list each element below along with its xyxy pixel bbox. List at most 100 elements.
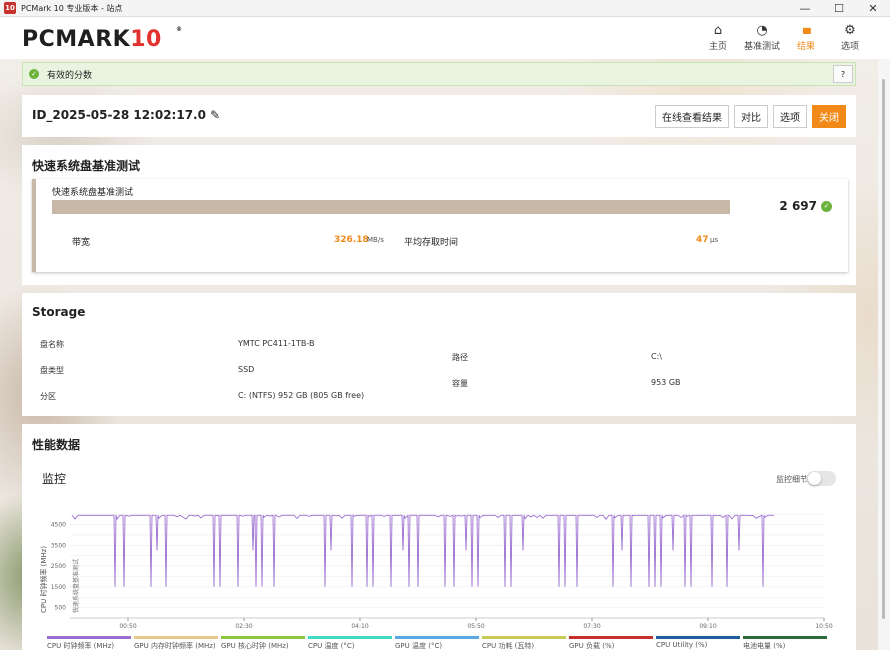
scrollbar[interactable]: [878, 59, 890, 650]
performance-section: 性能数据 监控 监控细节 4500 3500 2500 1500 500 00:50 02…: [22, 424, 856, 650]
test-name: 快速系统盘基准测试: [52, 188, 134, 198]
monitor-details-label: 监控细节: [776, 475, 808, 484]
gauge-icon: ◔: [756, 23, 768, 38]
valid-score-text: 有效的分数: [47, 70, 93, 81]
legend-label: GPU 内存时钟频率 (MHz): [134, 642, 216, 650]
drive-name-value: YMTC PC411-1TB-B: [238, 339, 315, 348]
legend-item[interactable]: CPU 功耗 (瓦特): [482, 636, 566, 650]
check-icon: ✓: [29, 69, 39, 79]
monitor-details-toggle[interactable]: [806, 471, 836, 486]
legend-label: 电池电量 (%): [743, 642, 786, 650]
legend-item[interactable]: GPU 内存时钟频率 (MHz): [134, 636, 218, 650]
section-title: 快速系统盘基准测试: [32, 159, 141, 173]
capacity-label: 容量: [452, 379, 468, 388]
legend-label: GPU 温度 (°C): [395, 642, 443, 650]
nav-results[interactable]: ▮▮▮ 结果: [786, 23, 826, 52]
x-tick-label: 02:30: [235, 623, 252, 628]
legend-swatch: [308, 636, 392, 639]
partition-value: C: (NTFS) 952 GB (805 GB free): [238, 391, 365, 400]
drive-type-label: 盘类型: [40, 366, 64, 375]
x-tick-label: 04:10: [351, 623, 368, 628]
legend-swatch: [482, 636, 566, 639]
app-header: PCMARK10 ® ⌂ 主页 ◔ 基准测试 ▮▮▮ 结果 ⚙ 选项: [0, 17, 890, 59]
bandwidth-unit: MB/s: [367, 236, 384, 244]
legend-item[interactable]: CPU 温度 (°C): [308, 636, 392, 650]
y-tick-label: 1500: [51, 584, 66, 591]
minimize-button[interactable]: —: [799, 2, 811, 15]
app-icon: 10: [4, 2, 16, 14]
legend-label: CPU 功耗 (瓦特): [482, 642, 535, 650]
x-tick-label: 05:50: [467, 623, 484, 628]
legend-label: GPU 负载 (%): [569, 642, 615, 650]
legend-item[interactable]: GPU 温度 (°C): [395, 636, 479, 650]
y-axis-label: CPU 时钟频率 (MHz): [39, 546, 48, 613]
x-tick-label: 09:10: [699, 623, 716, 628]
view-online-button[interactable]: 在线查看结果: [655, 105, 729, 128]
capacity-value: 953 GB: [651, 378, 681, 387]
path-value: C:\: [651, 352, 662, 361]
score: 2 697 ✓: [779, 199, 832, 213]
latency-unit: μs: [710, 236, 719, 244]
x-tick-label: 00:50: [119, 623, 136, 628]
options-button[interactable]: 选项: [773, 105, 807, 128]
performance-title: 性能数据: [32, 438, 81, 452]
close-window-button[interactable]: ✕: [868, 2, 878, 15]
cpu-frequency-series: [71, 514, 774, 587]
bar-chart-icon: ▮▮▮: [802, 26, 811, 35]
legend-label: CPU Utility (%): [656, 641, 708, 649]
window-titlebar: 10 PCMark 10 专业版本 - 站点 — ☐ ✕: [0, 0, 890, 17]
main-nav: ⌂ 主页 ◔ 基准测试 ▮▮▮ 结果 ⚙ 选项: [698, 23, 870, 52]
edit-icon[interactable]: ✎: [210, 108, 221, 122]
legend-swatch: [47, 636, 131, 639]
y-tick-label: 500: [55, 605, 67, 612]
legend-swatch: [743, 636, 827, 639]
quick-test-section: 快速系统盘基准测试 快速系统盘基准测试 2 697 ✓ 带宽 326.18 MB/…: [22, 145, 856, 285]
partition-label: 分区: [40, 392, 56, 401]
close-button[interactable]: 关闭: [812, 105, 846, 128]
gear-icon: ⚙: [844, 23, 856, 38]
drive-type-value: SSD: [238, 365, 255, 374]
legend-swatch: [569, 636, 653, 639]
y-tick-label: 4500: [51, 522, 66, 529]
result-id: ID_2025-05-28 12:02:17.0 ✎: [32, 108, 221, 122]
legend-swatch: [221, 636, 305, 639]
check-icon: ✓: [821, 200, 832, 212]
x-tick-label: 07:30: [583, 623, 600, 628]
score-card: 快速系统盘基准测试 2 697 ✓ 带宽 326.18 MB/s 平均存取时间 4…: [32, 179, 848, 272]
legend-item[interactable]: GPU 核心时钟 (MHz): [221, 636, 305, 650]
storage-section: Storage 盘名称 YMTC PC411-1TB-B 盘类型 SSD 分区 …: [22, 293, 856, 416]
drive-name-label: 盘名称: [40, 340, 64, 349]
latency-label: 平均存取时间: [404, 238, 459, 248]
nav-options[interactable]: ⚙ 选项: [830, 23, 870, 52]
legend-item[interactable]: GPU 负载 (%): [569, 636, 653, 650]
legend-swatch: [656, 636, 740, 639]
legend-item[interactable]: 电池电量 (%): [743, 636, 827, 650]
legend-label: CPU 时钟频率 (MHz): [47, 642, 115, 650]
bandwidth-value: 326.18: [334, 235, 369, 245]
help-button[interactable]: ?: [833, 65, 853, 83]
latency-value: 47: [696, 235, 709, 245]
y-tick-label: 3500: [51, 542, 66, 549]
monitor-title: 监控: [42, 472, 67, 486]
legend-label: GPU 核心时钟 (MHz): [221, 642, 289, 650]
maximize-button[interactable]: ☐: [834, 2, 844, 15]
chart-legend: CPU 时钟频率 (MHz) GPU 内存时钟频率 (MHz) GPU 核心时钟 (…: [47, 636, 827, 650]
home-icon: ⌂: [713, 23, 723, 38]
pcmark-logo: PCMARK10 ®: [22, 26, 183, 52]
bandwidth-label: 带宽: [72, 238, 91, 248]
x-tick-label: 10:50: [815, 623, 832, 628]
legend-swatch: [395, 636, 479, 639]
legend-swatch: [134, 636, 218, 639]
nav-benchmarks[interactable]: ◔ 基准测试: [743, 23, 780, 52]
valid-score-banner: ✓ 有效的分数 ?: [22, 62, 856, 86]
legend-item[interactable]: CPU 时钟频率 (MHz): [47, 636, 131, 650]
path-label: 路径: [452, 353, 468, 362]
score-bar: [52, 200, 730, 214]
legend-label: CPU 温度 (°C): [308, 642, 355, 650]
compare-button[interactable]: 对比: [734, 105, 768, 128]
inner-label: 快速系统盘基准测试: [72, 559, 80, 613]
legend-item[interactable]: CPU Utility (%): [656, 636, 740, 650]
storage-title: Storage: [32, 305, 86, 319]
nav-home[interactable]: ⌂ 主页: [698, 23, 738, 52]
window-title: PCMark 10 专业版本 - 站点: [21, 3, 123, 13]
